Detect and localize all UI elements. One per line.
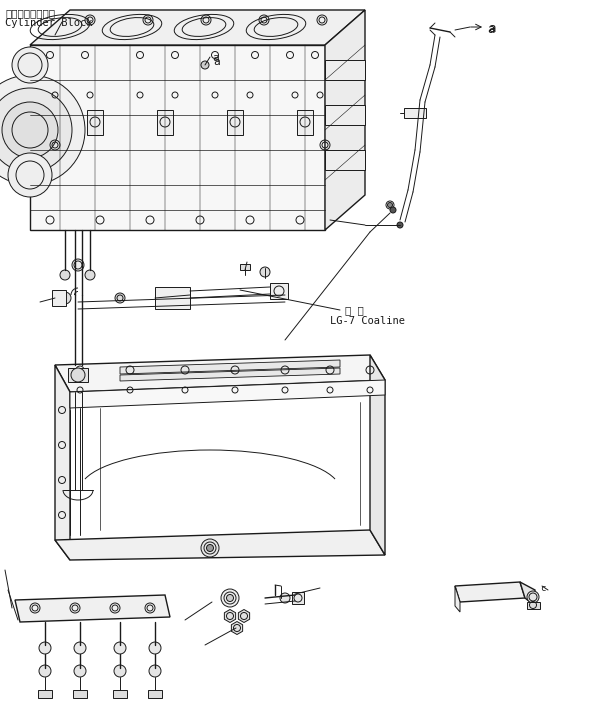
Bar [404,108,426,118]
Text: a: a [488,22,495,35]
Text: Cylinder Block: Cylinder Block [5,18,92,28]
Bar [87,110,103,135]
Polygon shape [55,365,70,560]
Polygon shape [30,45,325,230]
Bar [270,283,288,299]
Bar [148,690,162,698]
Text: a: a [487,23,495,36]
Circle shape [0,75,85,185]
Circle shape [72,259,84,271]
Polygon shape [231,622,243,635]
Circle shape [39,642,51,654]
Circle shape [74,665,86,677]
Circle shape [85,270,95,280]
Polygon shape [370,355,385,555]
Circle shape [527,591,539,603]
Circle shape [206,545,213,552]
Circle shape [8,153,52,197]
Bar [325,150,365,170]
Polygon shape [325,10,365,230]
Bar [38,690,52,698]
Polygon shape [455,582,525,602]
Bar [240,264,250,270]
Circle shape [280,593,290,603]
Polygon shape [455,586,460,612]
Bar [73,690,87,698]
Bar [527,602,540,609]
Circle shape [397,222,403,228]
Circle shape [387,203,393,208]
Circle shape [39,665,51,677]
Circle shape [260,267,270,277]
Text: 塗 布: 塗 布 [345,305,364,315]
Bar [52,290,66,306]
Circle shape [2,102,58,158]
Text: LG-7 Coaline: LG-7 Coaline [330,316,405,326]
Circle shape [74,642,86,654]
Circle shape [114,665,126,677]
Circle shape [59,292,71,304]
Text: a: a [212,53,219,63]
Circle shape [201,539,219,557]
Bar [297,110,313,135]
Circle shape [60,270,70,280]
Text: c: c [540,584,545,593]
Polygon shape [70,380,385,408]
Circle shape [0,88,72,172]
Circle shape [115,293,125,303]
Bar [325,105,365,125]
Circle shape [149,665,161,677]
Polygon shape [120,368,340,381]
Text: a: a [213,57,220,67]
Polygon shape [520,582,535,606]
Polygon shape [30,10,365,45]
Bar [155,287,190,309]
Bar [113,690,127,698]
Circle shape [114,642,126,654]
Polygon shape [120,360,340,374]
Polygon shape [15,595,170,622]
Circle shape [12,47,48,83]
Polygon shape [55,530,385,560]
Circle shape [390,207,396,213]
Bar [68,368,88,382]
Circle shape [221,589,239,607]
Polygon shape [224,610,235,623]
Polygon shape [55,355,385,392]
Polygon shape [238,610,250,623]
Text: シリンダブロック: シリンダブロック [5,8,55,18]
Circle shape [226,595,234,601]
Circle shape [71,368,85,382]
Bar [227,110,243,135]
Circle shape [149,642,161,654]
Bar [325,60,365,80]
Circle shape [201,61,209,69]
Bar [157,110,173,135]
Bar [292,592,304,604]
